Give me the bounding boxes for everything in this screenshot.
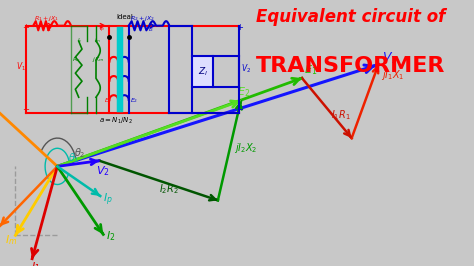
Text: $jX_m$: $jX_m$ <box>92 56 105 64</box>
Text: $E_2$: $E_2$ <box>237 85 250 99</box>
Text: $E_1$: $E_1$ <box>304 64 318 77</box>
Text: Equivalent circuit of: Equivalent circuit of <box>256 8 446 26</box>
Text: Ideal: Ideal <box>116 14 133 20</box>
Text: $R_1+jX_1$: $R_1+jX_1$ <box>34 14 59 23</box>
Text: $-$: $-$ <box>22 103 30 113</box>
Text: $I_p$: $I_p$ <box>103 191 113 207</box>
FancyBboxPatch shape <box>192 56 213 87</box>
Text: $V_1$: $V_1$ <box>382 51 398 66</box>
Text: TRANSFORMER: TRANSFORMER <box>256 56 446 76</box>
Text: $jI_2X_2$: $jI_2X_2$ <box>234 140 257 155</box>
Text: $I_p$: $I_p$ <box>99 25 106 35</box>
Text: $E_1$: $E_1$ <box>104 96 113 105</box>
Text: $I_2R_2$: $I_2R_2$ <box>159 182 179 196</box>
Text: $I_1R_1$: $I_1R_1$ <box>331 108 351 122</box>
Text: $I_2$: $I_2$ <box>148 25 155 34</box>
Text: $I_m$: $I_m$ <box>94 36 101 45</box>
Text: $I_1$: $I_1$ <box>46 25 53 34</box>
Text: $I_2$: $I_2$ <box>106 229 116 243</box>
Text: $I_c$: $I_c$ <box>77 36 83 45</box>
Text: $-$: $-$ <box>236 103 244 113</box>
Text: $\theta_1$: $\theta_1$ <box>68 151 80 165</box>
Text: $R_2+jX_2$: $R_2+jX_2$ <box>130 14 155 23</box>
Text: $I_1$: $I_1$ <box>31 260 40 266</box>
Text: $+$: $+$ <box>22 22 30 32</box>
Text: $jI_1X_1$: $jI_1X_1$ <box>382 68 405 82</box>
Text: $E_2$: $E_2$ <box>130 96 138 105</box>
Text: $V_1$: $V_1$ <box>16 60 26 73</box>
Text: $V_2$: $V_2$ <box>96 164 109 178</box>
Text: $I_m$: $I_m$ <box>5 233 17 247</box>
Text: $a = N_1/N_2$: $a = N_1/N_2$ <box>99 116 133 127</box>
Text: $+$: $+$ <box>236 22 244 32</box>
Text: $Z_l$: $Z_l$ <box>198 65 208 78</box>
Text: $V_2$: $V_2$ <box>241 63 251 75</box>
Text: $\theta_2$: $\theta_2$ <box>74 146 86 160</box>
Text: $R_c$: $R_c$ <box>72 56 80 64</box>
